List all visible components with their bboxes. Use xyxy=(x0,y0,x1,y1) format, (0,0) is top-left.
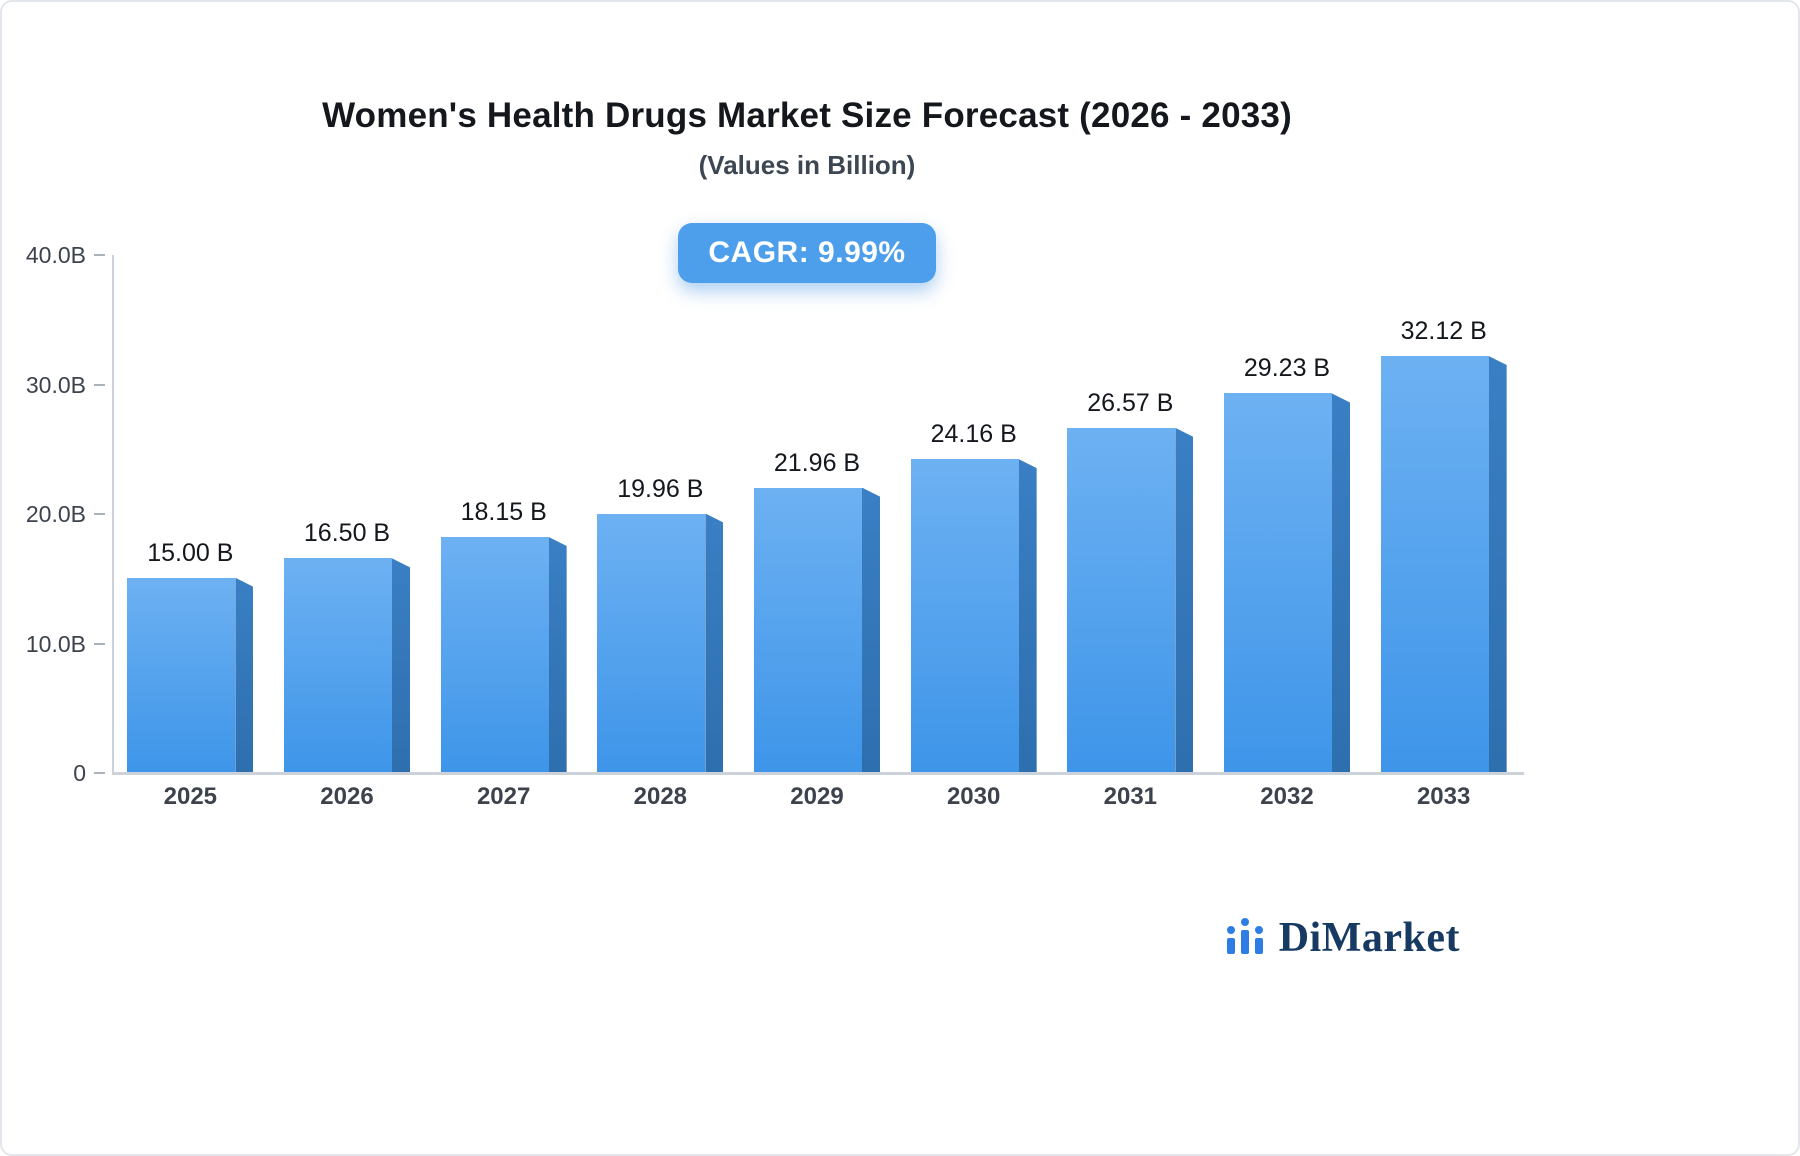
y-tick-mark xyxy=(94,513,105,515)
y-tick-mark xyxy=(94,254,105,256)
bar-value-label: 18.15 B xyxy=(460,497,547,526)
bar-face xyxy=(1224,393,1332,772)
bar-value-label: 32.12 B xyxy=(1400,317,1487,346)
bar-value-label: 24.16 B xyxy=(930,420,1017,449)
x-axis-label: 2026 xyxy=(320,783,374,810)
bar-2025: 15.00 B xyxy=(127,539,254,772)
bar-2028: 19.96 B xyxy=(597,475,724,772)
y-tick-mark xyxy=(94,642,105,645)
bar-2031: 26.57 B xyxy=(1067,389,1194,772)
x-axis-label: 2028 xyxy=(633,783,688,810)
y-tick-mark xyxy=(94,383,105,386)
title-row: Women's Health Drugs Market Size Forecas… xyxy=(2,96,1612,136)
y-tick-label: 10.0B xyxy=(25,630,86,657)
y-tick-label: 30.0B xyxy=(25,371,86,398)
bar-value-label: 26.57 B xyxy=(1087,388,1174,417)
bar-chart-plot: 0 10.0B 20.0B 30.0B 40.0B 15.00 B 2025 16.50 B 2… xyxy=(26,242,1524,810)
bar-face xyxy=(910,459,1019,772)
x-axis-line xyxy=(112,772,1524,775)
y-tick-label: 0 xyxy=(73,760,86,786)
x-axis-label: 2029 xyxy=(790,783,844,810)
bar-2026: 16.50 B xyxy=(284,519,410,772)
bar-face xyxy=(440,536,549,772)
y-tick-label: 40.0B xyxy=(25,242,86,268)
bar-side-3d xyxy=(392,558,410,772)
bar-face xyxy=(284,558,392,772)
bar-side-3d xyxy=(548,536,567,772)
bar-2033: 32.12 B xyxy=(1380,317,1507,772)
subtitle-row: (Values in Billion) xyxy=(2,150,1612,181)
x-axis-label: 2030 xyxy=(946,783,1001,810)
bar-side-3d xyxy=(1018,459,1037,772)
bar-face xyxy=(127,577,236,772)
bar-chart-icon xyxy=(1226,918,1263,954)
x-axis-label: 2033 xyxy=(1416,783,1471,810)
bar-value-label: 21.96 B xyxy=(773,448,861,477)
x-axis-label: 2032 xyxy=(1260,783,1314,810)
y-tick-label: 20.0B xyxy=(25,501,86,527)
bar-2030: 24.16 B xyxy=(910,420,1037,772)
bar-face xyxy=(1067,427,1176,772)
bar-side-3d xyxy=(1488,356,1507,772)
bar-face xyxy=(754,487,862,772)
bar-face xyxy=(597,513,706,772)
x-axis-label: 2027 xyxy=(476,783,531,810)
bar-value-label: 19.96 B xyxy=(617,474,704,503)
bar-2029: 21.96 B xyxy=(754,449,880,772)
chart-title: Women's Health Drugs Market Size Forecas… xyxy=(322,96,1292,135)
y-axis-line xyxy=(112,255,114,773)
bar-side-3d xyxy=(1332,393,1350,772)
chart-subtitle: (Values in Billion) xyxy=(698,150,916,180)
badge-row: CAGR: 9.99% xyxy=(2,223,1612,283)
bar-value-label: 16.50 B xyxy=(303,519,391,548)
brand-logo: DiMarket xyxy=(1222,914,1460,962)
bar-2027: 18.15 B xyxy=(440,498,567,772)
y-tick-mark xyxy=(94,772,105,774)
bar-face xyxy=(1380,356,1489,772)
bar-side-3d xyxy=(862,487,880,772)
brand-name: DiMarket xyxy=(1278,915,1460,961)
bar-side-3d xyxy=(1175,427,1194,772)
x-axis-label: 2031 xyxy=(1103,783,1158,810)
bar-side-3d xyxy=(235,577,254,772)
bar-value-label: 29.23 B xyxy=(1243,354,1331,383)
cagr-badge: CAGR: 9.99% xyxy=(678,223,936,283)
x-axis-label: 2025 xyxy=(163,783,218,810)
bar-2032: 29.23 B xyxy=(1224,354,1350,772)
bar-value-label: 15.00 B xyxy=(147,538,234,567)
bar-side-3d xyxy=(705,513,724,772)
